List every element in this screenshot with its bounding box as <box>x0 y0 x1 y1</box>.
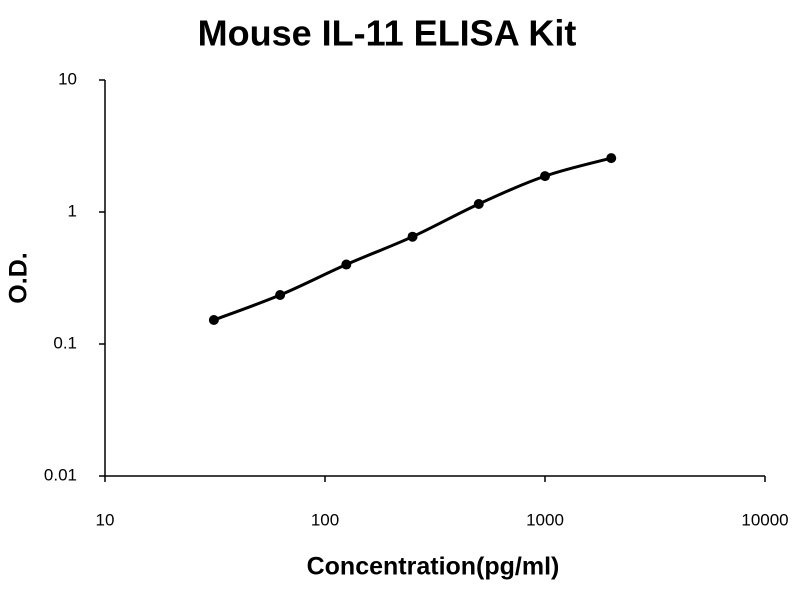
data-point <box>473 198 484 209</box>
data-point <box>540 171 550 182</box>
y-tick-label: 0.1 <box>53 333 77 352</box>
y-tick-label: 10 <box>58 69 77 88</box>
data-point <box>275 290 286 301</box>
data-point <box>208 314 219 325</box>
data-point <box>407 231 418 242</box>
x-axis-label: Concentration(pg/ml) <box>307 553 560 581</box>
x-tick-label: 10 <box>96 510 115 529</box>
x-tick-label: 10000 <box>741 510 788 529</box>
y-tick-label: 1 <box>68 201 77 220</box>
x-tick-label: 100 <box>311 510 339 529</box>
x-tick-label: 1000 <box>526 510 564 529</box>
y-axis-label: O.D. <box>5 252 33 303</box>
data-point <box>606 153 617 164</box>
chart-title: Mouse IL-11 ELISA Kit <box>198 13 577 54</box>
data-point <box>341 259 352 270</box>
y-tick-label: 0.01 <box>44 465 77 484</box>
